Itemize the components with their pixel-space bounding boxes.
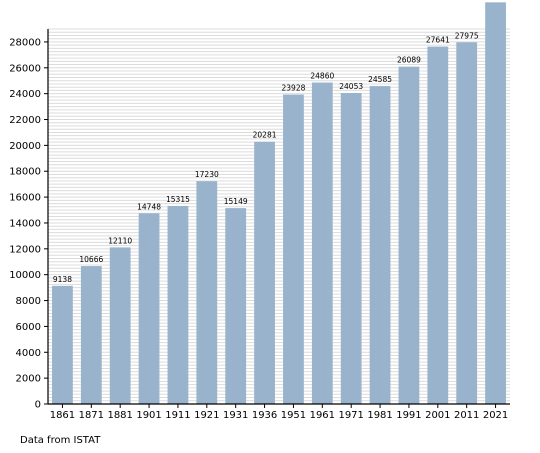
- x-tick-label-1881: 1881: [107, 410, 132, 421]
- bar-1981: [369, 86, 391, 404]
- bar-1871: [80, 266, 102, 404]
- data-label-1971: 24053: [339, 82, 363, 91]
- x-tick-label-1981: 1981: [367, 410, 392, 421]
- x-tick-label-1936: 1936: [252, 410, 277, 421]
- x-tick-label-2021: 2021: [483, 410, 508, 421]
- x-tick-label-2011: 2011: [454, 410, 479, 421]
- bar-1901: [138, 213, 160, 404]
- data-label-1901: 14748: [137, 202, 161, 211]
- data-label-1951: 23928: [282, 84, 306, 93]
- x-tick-label-1861: 1861: [50, 410, 75, 421]
- data-label-1961: 24860: [310, 72, 334, 81]
- data-label-1881: 12110: [108, 236, 132, 245]
- x-tick-label-1951: 1951: [281, 410, 306, 421]
- y-tick-label: 4000: [16, 348, 41, 359]
- y-tick-label: 6000: [16, 322, 41, 333]
- data-label-1871: 10666: [79, 255, 103, 264]
- bar-1971: [340, 92, 362, 405]
- bar-1931: [225, 208, 247, 404]
- y-tick-label: 26000: [9, 63, 41, 74]
- x-tick-label-2001: 2001: [425, 410, 450, 421]
- bar-1861: [52, 285, 73, 404]
- y-tick-label: 8000: [16, 296, 41, 307]
- data-label-1931: 15149: [224, 197, 248, 206]
- bar-1921: [196, 181, 218, 404]
- bar-1961: [311, 82, 333, 404]
- x-tick-label-1921: 1921: [194, 410, 219, 421]
- bar-2021: [485, 2, 506, 404]
- source-note: Data from ISTAT: [20, 435, 101, 446]
- x-tick-label-1871: 1871: [79, 410, 104, 421]
- bar-1911: [167, 205, 189, 404]
- x-tick-label-1911: 1911: [165, 410, 190, 421]
- y-tick-label: 16000: [9, 193, 41, 204]
- data-label-1936: 20281: [253, 131, 277, 140]
- bar-1991: [398, 66, 420, 404]
- bar-2001: [427, 46, 449, 405]
- y-tick-label: 12000: [9, 244, 41, 255]
- bar-2011: [456, 42, 478, 405]
- y-tick-label: 24000: [9, 89, 41, 100]
- y-tick-label: 20000: [9, 141, 41, 152]
- y-tick-label: 14000: [9, 218, 41, 229]
- bar-1881: [109, 247, 131, 404]
- data-label-2011: 27975: [455, 31, 479, 40]
- bar-1936: [254, 141, 275, 404]
- y-tick-label: 0: [35, 400, 41, 411]
- x-tick-label-1901: 1901: [136, 410, 161, 421]
- bar-1951: [283, 94, 304, 404]
- y-tick-label: 18000: [9, 167, 41, 178]
- y-tick-label: 2000: [16, 374, 41, 385]
- x-tick-label-1931: 1931: [223, 410, 248, 421]
- x-tick-label-1961: 1961: [310, 410, 335, 421]
- data-labels: 9138 10666 12110 14748 15315 17230 15149 20281 2…: [53, 0, 508, 284]
- x-tick-label-1971: 1971: [338, 410, 363, 421]
- data-label-1861: 9138: [53, 275, 72, 284]
- y-tick-label: 10000: [9, 270, 41, 281]
- data-label-1981: 24585: [368, 75, 392, 84]
- data-label-1921: 17230: [195, 170, 219, 179]
- data-label-1911: 15315: [166, 195, 190, 204]
- data-label-1991: 26089: [397, 56, 421, 65]
- bars: [52, 2, 506, 405]
- axes: 0 2000 4000 6000 8000 10000 12000 14000 16000 180…: [9, 29, 510, 421]
- data-label-2001: 27641: [426, 36, 450, 45]
- y-tick-label: 22000: [9, 115, 41, 126]
- x-tick-label-1991: 1991: [396, 410, 421, 421]
- y-tick-label: 28000: [9, 37, 41, 48]
